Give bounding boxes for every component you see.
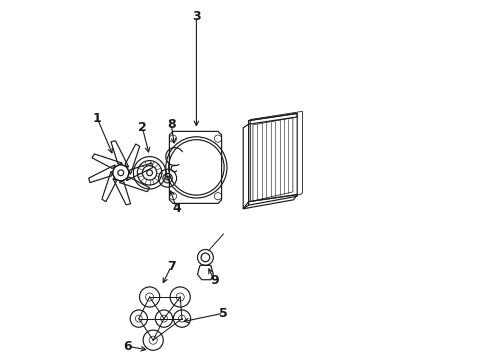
Text: 2: 2 <box>138 121 147 134</box>
Text: 4: 4 <box>172 202 181 215</box>
Text: 5: 5 <box>219 307 228 320</box>
Text: 9: 9 <box>210 274 219 287</box>
Text: 7: 7 <box>167 260 175 273</box>
Text: 3: 3 <box>192 10 201 23</box>
Text: 8: 8 <box>167 118 175 131</box>
Text: 6: 6 <box>123 340 132 353</box>
Text: 1: 1 <box>93 112 102 125</box>
